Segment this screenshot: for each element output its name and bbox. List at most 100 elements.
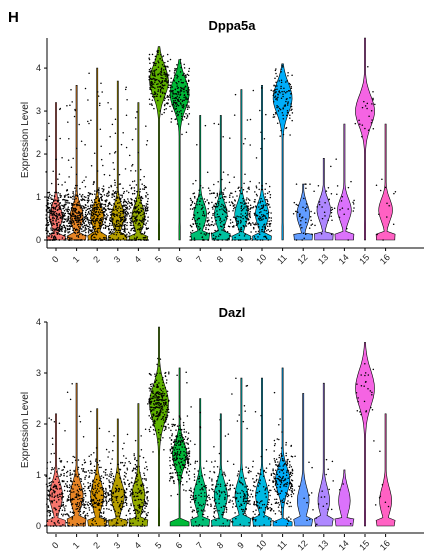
cell-point: [89, 220, 92, 222]
cell-point: [66, 218, 68, 220]
cell-point: [66, 209, 68, 212]
cell-point: [116, 231, 118, 234]
cell-point: [97, 215, 99, 217]
cell-point: [133, 454, 135, 457]
cell-point: [91, 201, 94, 203]
cell-point: [63, 513, 65, 515]
cell-point: [114, 151, 117, 153]
cell-point: [48, 482, 50, 484]
x-tick-label: 13: [316, 538, 330, 552]
violin-9: [231, 377, 252, 527]
cell-point: [100, 209, 103, 211]
cell-points-1: [65, 383, 88, 527]
cell-point: [223, 505, 226, 508]
cell-point: [91, 469, 93, 472]
cell-point: [245, 202, 247, 204]
cell-point: [196, 211, 199, 214]
cell-point: [206, 199, 208, 201]
cell-point: [280, 500, 282, 503]
cell-point: [176, 87, 179, 90]
cell-point: [266, 192, 269, 194]
cell-point: [130, 199, 133, 201]
cell-point: [111, 238, 114, 240]
cell-point: [89, 482, 92, 485]
cell-point: [218, 491, 221, 493]
cell-point: [238, 215, 240, 218]
cell-point: [134, 457, 136, 459]
cell-point: [67, 159, 70, 161]
cell-point: [198, 189, 200, 191]
cell-point: [235, 517, 237, 520]
cell-point: [53, 238, 55, 240]
cell-point: [286, 493, 288, 495]
cell-point: [225, 239, 227, 241]
cell-point: [327, 468, 329, 470]
cell-point: [285, 441, 287, 444]
cell-points-11: [272, 64, 294, 137]
cell-point: [46, 461, 49, 464]
cell-point: [178, 415, 181, 417]
cell-point: [99, 193, 101, 195]
cell-point: [46, 520, 49, 522]
cell-point: [155, 95, 158, 97]
cell-point: [137, 519, 139, 522]
cell-point: [257, 230, 260, 233]
cell-point: [274, 484, 277, 486]
cell-point: [67, 496, 70, 499]
cell-point: [104, 221, 106, 224]
cell-point: [157, 414, 160, 416]
cell-point: [135, 128, 137, 130]
cell-point: [276, 75, 278, 77]
cell-point: [357, 397, 359, 399]
cell-point: [179, 471, 181, 474]
cell-point: [109, 473, 111, 475]
cell-point: [177, 99, 179, 102]
cell-point: [159, 433, 162, 436]
cell-point: [274, 69, 277, 72]
cell-point: [52, 170, 54, 173]
cell-point: [55, 486, 58, 488]
cell-point: [48, 195, 51, 197]
cell-point: [276, 97, 278, 100]
cell-point: [92, 518, 95, 521]
cell-point: [141, 508, 144, 511]
cell-point: [153, 425, 155, 427]
cell-point: [72, 229, 74, 231]
cell-point: [123, 502, 125, 504]
cell-point: [140, 226, 142, 229]
cell-point: [188, 455, 191, 457]
cell-point: [259, 219, 261, 222]
cell-point: [76, 147, 78, 150]
cell-point: [79, 507, 81, 509]
cell-point: [181, 464, 184, 466]
cell-point: [123, 491, 126, 494]
cell-point: [126, 467, 128, 470]
cell-point: [141, 219, 144, 221]
cell-point: [275, 480, 278, 483]
cell-point: [295, 183, 298, 185]
cell-point: [151, 86, 153, 88]
cell-point: [151, 72, 153, 74]
x-tick-label: 14: [337, 252, 351, 266]
cell-point: [100, 158, 103, 161]
cell-point: [46, 467, 48, 469]
cell-point: [123, 493, 126, 496]
cell-points-10: [251, 411, 273, 527]
cell-point: [61, 228, 64, 230]
cell-point: [81, 217, 84, 220]
cell-point: [70, 196, 72, 199]
cell-point: [272, 94, 275, 97]
cell-point: [133, 482, 136, 485]
cell-point: [87, 230, 90, 232]
cell-point: [276, 491, 279, 494]
cell-point: [171, 425, 174, 427]
cell-point: [232, 204, 235, 207]
cell-point: [104, 522, 106, 525]
cell-point: [205, 227, 207, 229]
cell-point: [144, 239, 147, 241]
cell-point: [45, 171, 47, 173]
cell-point: [330, 209, 332, 211]
cell-point: [130, 169, 132, 172]
cell-point: [123, 464, 126, 466]
cell-point: [153, 93, 155, 96]
